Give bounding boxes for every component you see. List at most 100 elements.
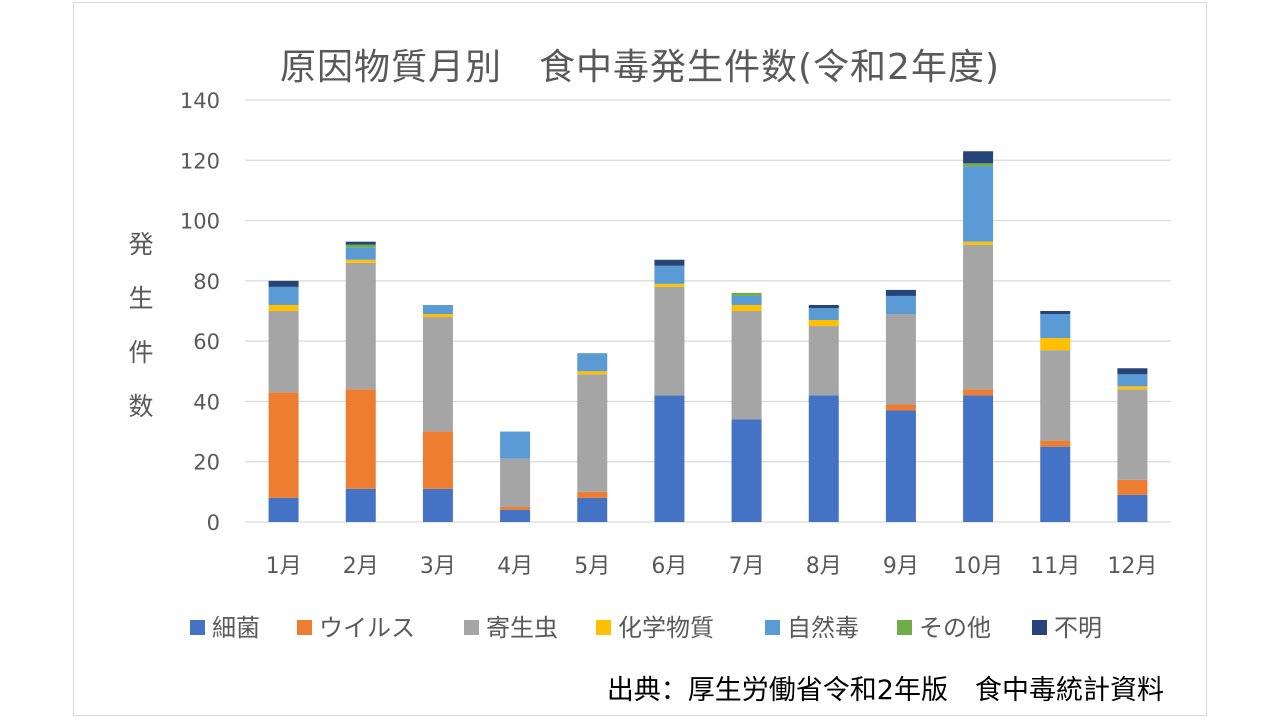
chart-title: 原因物質月別 食中毒発生件数(令和2年度) bbox=[280, 47, 1000, 88]
y-tick-label: 100 bbox=[180, 210, 220, 234]
bar-segment bbox=[1040, 350, 1071, 441]
bar-segment bbox=[731, 304, 762, 311]
x-tick-label: 7月 bbox=[729, 554, 765, 579]
y-axis-label-char: 数 bbox=[128, 392, 154, 421]
bar-segment bbox=[963, 241, 994, 245]
bar-segment bbox=[808, 304, 839, 308]
legend-swatch bbox=[765, 620, 780, 635]
bar-segment bbox=[422, 314, 453, 318]
bar-segment bbox=[885, 410, 916, 522]
bar-segment bbox=[654, 259, 685, 266]
bar-segment bbox=[500, 431, 531, 459]
legend-label: 細菌 bbox=[212, 614, 260, 642]
bar-segment bbox=[422, 317, 453, 432]
x-tick-label: 9月 bbox=[883, 554, 919, 579]
bar-segment bbox=[654, 395, 685, 522]
bar-segment bbox=[345, 262, 376, 390]
x-tick-label: 5月 bbox=[574, 554, 610, 579]
bar-segment bbox=[345, 488, 376, 522]
legend-swatch bbox=[190, 620, 205, 635]
bar-segment bbox=[808, 326, 839, 396]
x-tick-label: 4月 bbox=[497, 554, 533, 579]
bar-segment bbox=[577, 374, 608, 492]
bar-segment bbox=[1040, 446, 1071, 522]
bar-segment bbox=[268, 286, 299, 305]
y-tick-label: 60 bbox=[193, 330, 220, 354]
bar-segment bbox=[268, 497, 299, 522]
legend-label: 化学物質 bbox=[618, 614, 714, 642]
bar-segment bbox=[808, 320, 839, 327]
bar-segment bbox=[963, 244, 994, 390]
legend-label: 自然毒 bbox=[787, 614, 859, 642]
bar-segment bbox=[1040, 311, 1071, 315]
bar-segment bbox=[1040, 338, 1071, 351]
legend-label: 不明 bbox=[1054, 614, 1102, 642]
bar-segment bbox=[731, 419, 762, 522]
x-tick-label: 6月 bbox=[651, 554, 687, 579]
bar-segment bbox=[963, 166, 994, 242]
bar-segment bbox=[577, 491, 608, 498]
bar-segment bbox=[422, 488, 453, 522]
legend-swatch bbox=[464, 620, 479, 635]
bar-segment bbox=[731, 311, 762, 420]
bar-segment bbox=[731, 295, 762, 305]
bar-segment bbox=[963, 389, 994, 396]
bar-segment bbox=[577, 497, 608, 522]
bar-segment bbox=[422, 304, 453, 315]
y-tick-label: 140 bbox=[180, 89, 220, 113]
bar-segment bbox=[345, 244, 376, 248]
bar-segment bbox=[268, 392, 299, 498]
bar-segment bbox=[1117, 494, 1148, 522]
bar-segment bbox=[422, 431, 453, 489]
bar-segment bbox=[885, 295, 916, 315]
bar-segment bbox=[1117, 389, 1148, 480]
x-tick-label: 11月 bbox=[1030, 554, 1080, 579]
legend-swatch bbox=[297, 620, 312, 635]
y-tick-label: 20 bbox=[193, 451, 220, 475]
bar-segment bbox=[731, 292, 762, 296]
bar-segment bbox=[885, 404, 916, 411]
legend-label: ウイルス bbox=[319, 614, 415, 642]
bar-segment bbox=[1040, 314, 1071, 339]
bar-segment bbox=[268, 280, 299, 287]
bar-segment bbox=[654, 286, 685, 396]
bar-segment bbox=[268, 304, 299, 311]
bar-segment bbox=[808, 307, 839, 321]
bar-segment bbox=[268, 311, 299, 393]
bar-segment bbox=[500, 509, 531, 522]
bar-segment bbox=[654, 283, 685, 287]
bar-segment bbox=[345, 389, 376, 489]
x-tick-label: 12月 bbox=[1107, 554, 1157, 579]
chart-frame bbox=[73, 2, 1207, 716]
bar-segment bbox=[963, 151, 994, 164]
bar-segment bbox=[1117, 479, 1148, 495]
bar-segment bbox=[500, 458, 531, 507]
x-tick-label: 8月 bbox=[806, 554, 842, 579]
y-tick-label: 0 bbox=[207, 511, 220, 535]
bar-segment bbox=[1117, 374, 1148, 387]
bar-segment bbox=[345, 241, 376, 245]
y-tick-label: 120 bbox=[180, 149, 220, 173]
bar-segment bbox=[963, 395, 994, 522]
y-tick-label: 40 bbox=[193, 390, 220, 414]
x-tick-label: 10月 bbox=[953, 554, 1003, 579]
bar-segment bbox=[808, 395, 839, 522]
bar-segment bbox=[1117, 368, 1148, 375]
bar-segment bbox=[1040, 440, 1071, 447]
bar-segment bbox=[654, 265, 685, 284]
bar-segment bbox=[963, 163, 994, 167]
bar-segment bbox=[577, 371, 608, 375]
y-axis-label-char: 件 bbox=[128, 338, 154, 367]
x-tick-label: 2月 bbox=[343, 554, 379, 579]
legend-swatch bbox=[596, 620, 611, 635]
bar-segment bbox=[345, 247, 376, 260]
legend-label: 寄生虫 bbox=[486, 614, 558, 642]
x-tick-label: 1月 bbox=[266, 554, 302, 579]
source-note: 出典：厚生労働省令和2年版 食中毒統計資料 bbox=[606, 675, 1164, 706]
legend-swatch bbox=[1032, 620, 1047, 635]
bar-segment bbox=[885, 314, 916, 405]
bar-segment bbox=[885, 289, 916, 296]
x-tick-label: 3月 bbox=[420, 554, 456, 579]
bar-segment bbox=[345, 259, 376, 263]
